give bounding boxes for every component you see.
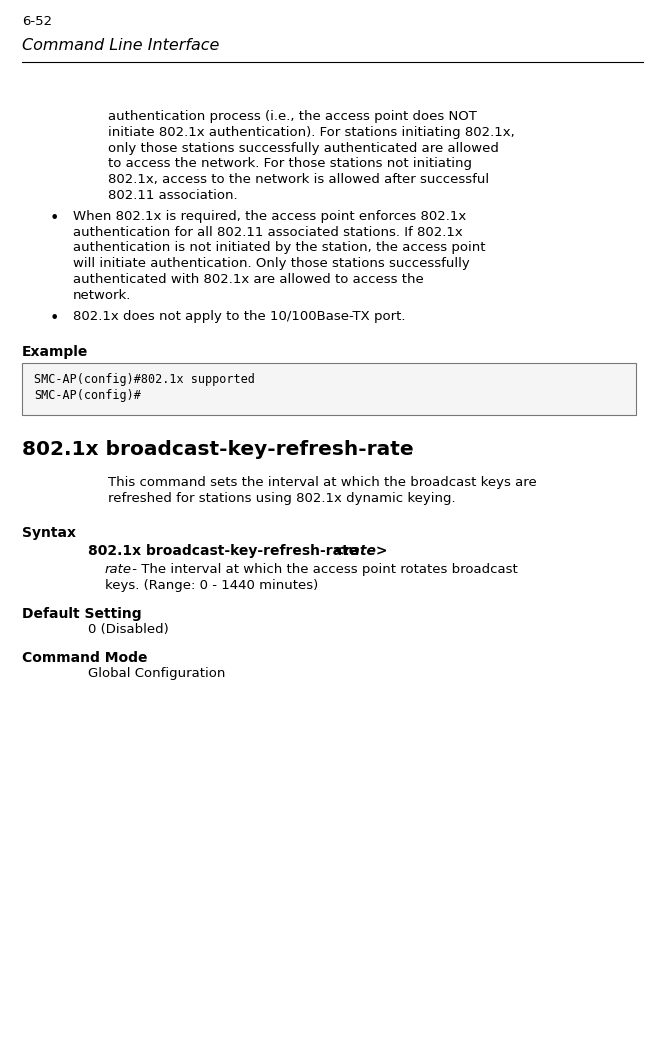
Text: only those stations successfully authenticated are allowed: only those stations successfully authent… <box>108 142 499 155</box>
Text: keys. (Range: 0 - 1440 minutes): keys. (Range: 0 - 1440 minutes) <box>105 579 318 591</box>
Text: to access the network. For those stations not initiating: to access the network. For those station… <box>108 158 472 170</box>
Text: 802.1x, access to the network is allowed after successful: 802.1x, access to the network is allowed… <box>108 174 489 186</box>
Text: initiate 802.1x authentication). For stations initiating 802.1x,: initiate 802.1x authentication). For sta… <box>108 126 515 139</box>
Text: •: • <box>50 210 59 226</box>
Text: authentication is not initiated by the station, the access point: authentication is not initiated by the s… <box>73 241 486 255</box>
Text: This command sets the interval at which the broadcast keys are: This command sets the interval at which … <box>108 477 537 489</box>
Text: Global Configuration: Global Configuration <box>88 667 226 681</box>
Text: 0 (Disabled): 0 (Disabled) <box>88 623 168 636</box>
Text: Example: Example <box>22 345 88 360</box>
Text: <rate>: <rate> <box>333 544 388 558</box>
Text: 802.1x does not apply to the 10/100Base-TX port.: 802.1x does not apply to the 10/100Base-… <box>73 309 405 323</box>
Text: •: • <box>50 310 59 326</box>
Text: 802.1x broadcast-key-refresh-rate: 802.1x broadcast-key-refresh-rate <box>22 440 414 459</box>
Text: When 802.1x is required, the access point enforces 802.1x: When 802.1x is required, the access poin… <box>73 209 467 223</box>
Text: 802.11 association.: 802.11 association. <box>108 189 238 202</box>
Text: - The interval at which the access point rotates broadcast: - The interval at which the access point… <box>128 563 518 575</box>
Text: SMC-AP(config)#802.1x supported: SMC-AP(config)#802.1x supported <box>34 372 255 386</box>
Text: 802.1x broadcast-key-refresh-rate: 802.1x broadcast-key-refresh-rate <box>88 544 363 558</box>
Text: network.: network. <box>73 289 132 302</box>
Text: authenticated with 802.1x are allowed to access the: authenticated with 802.1x are allowed to… <box>73 274 424 286</box>
Text: Command Line Interface: Command Line Interface <box>22 38 219 53</box>
Text: will initiate authentication. Only those stations successfully: will initiate authentication. Only those… <box>73 257 470 270</box>
Bar <box>22 363 636 416</box>
Text: Command Mode: Command Mode <box>22 651 147 665</box>
Text: Default Setting: Default Setting <box>22 607 141 621</box>
Text: SMC-AP(config)#: SMC-AP(config)# <box>34 389 141 402</box>
Text: Syntax: Syntax <box>22 526 76 540</box>
Text: authentication process (i.e., the access point does NOT: authentication process (i.e., the access… <box>108 110 477 123</box>
Text: refreshed for stations using 802.1x dynamic keying.: refreshed for stations using 802.1x dyna… <box>108 492 455 505</box>
Text: 6-52: 6-52 <box>22 15 52 28</box>
Text: authentication for all 802.11 associated stations. If 802.1x: authentication for all 802.11 associated… <box>73 225 463 239</box>
Text: rate: rate <box>105 563 132 575</box>
